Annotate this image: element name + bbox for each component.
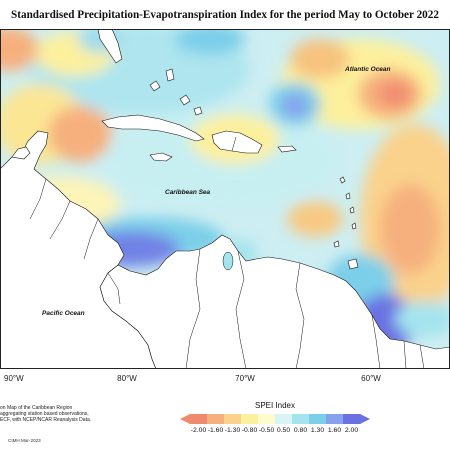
longitude-label-60w: 60°W [361, 374, 381, 383]
legend-swatch [207, 414, 225, 424]
credit-text: CIMH Mar-2023 [8, 438, 41, 443]
legend-swatch [326, 414, 344, 424]
legend-tick-label: -1.30 [224, 427, 241, 434]
legend-tick-label: -0.80 [241, 427, 258, 434]
legend-title: SPEI Index [254, 401, 296, 410]
legend-tick-label: -2.00 [190, 427, 207, 434]
legend-arrow-left [180, 414, 190, 424]
legend-swatch [343, 414, 361, 424]
legend-swatch [309, 414, 327, 424]
legend-swatch [190, 414, 208, 424]
legend-swatch [292, 414, 310, 424]
legend-tick-label: -1.60 [207, 427, 224, 434]
legend-arrow-right [360, 414, 370, 424]
legend-tick-label: 1.60 [327, 427, 342, 434]
atlantic-ocean-label: Atlantic Ocean [344, 66, 391, 73]
legend-swatch [258, 414, 276, 424]
note-line: ECF, with NCEP/NCAR Reanalysis Data. [0, 417, 92, 424]
legend-ticks: -2.00 -1.60 -1.30 -0.80 -0.50 0.50 0.80 1.30 1.6… [180, 427, 370, 437]
legend-tick-label: 2.00 [344, 427, 359, 434]
map-note: on Map of the Caribbean Region aggregati… [0, 405, 115, 424]
longitude-label-90w: 90°W [4, 374, 24, 383]
longitude-label-70w: 70°W [235, 374, 255, 383]
note-line: aggregating station based observations, [0, 411, 89, 418]
legend-colorbar [180, 414, 370, 424]
lake-maracaibo [222, 251, 234, 271]
map-title: Standardised Precipitation-Evapotranspir… [11, 9, 439, 21]
country-borders [29, 136, 425, 369]
caribbean-sea-label: Caribbean Sea [165, 189, 211, 196]
legend-swatch [241, 414, 259, 424]
legend-swatch [224, 414, 242, 424]
legend-tick-label: 0.80 [293, 427, 308, 434]
spei-legend: SPEI Index -2.00 -1.60 -1.30 -0.80 -0.50 0.50… [180, 401, 370, 434]
longitude-label-80w: 80°W [117, 374, 137, 383]
note-line: on Map of the Caribbean Region [0, 405, 73, 411]
spei-map: Atlantic Ocean Caribbean Sea Pacific Oce… [0, 29, 450, 369]
legend-tick-label: 1.30 [310, 427, 325, 434]
legend-tick-label: -0.50 [258, 427, 275, 434]
legend-swatch [275, 414, 293, 424]
landmass [0, 29, 450, 369]
legend-tick-label: 0.50 [276, 427, 291, 434]
spei-field [0, 29, 450, 354]
pacific-ocean-label: Pacific Ocean [42, 310, 85, 317]
